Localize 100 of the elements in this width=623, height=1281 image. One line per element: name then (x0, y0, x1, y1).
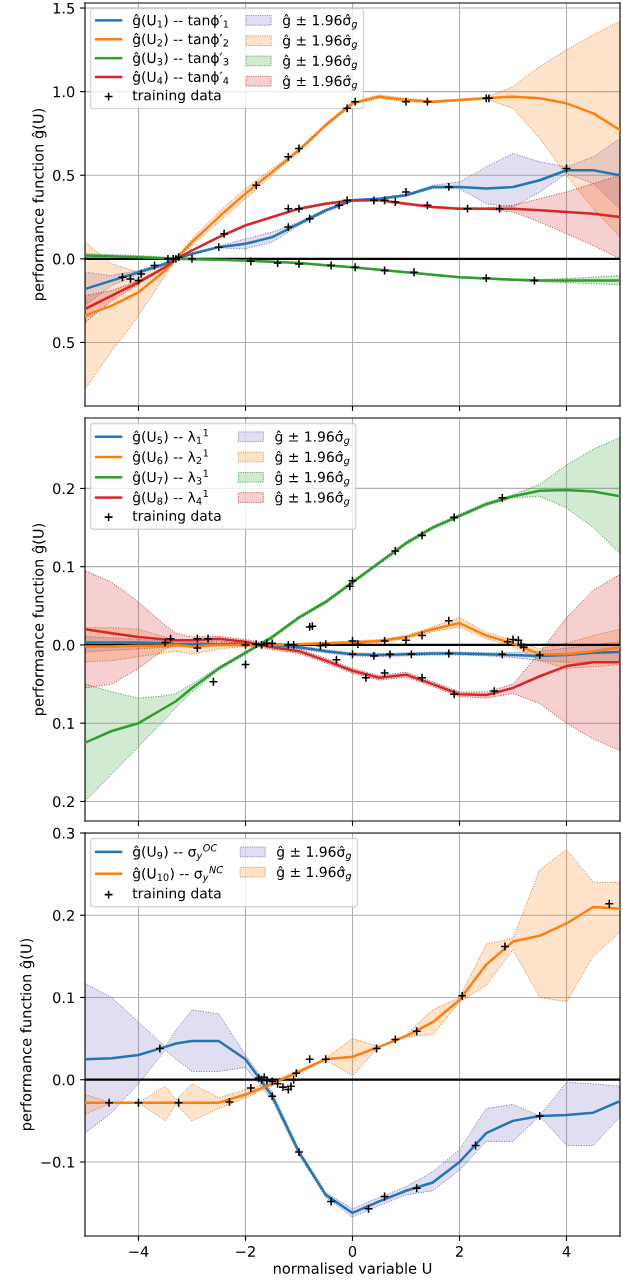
point (214, 242, 224, 252)
point (251, 639, 261, 649)
point (278, 1082, 288, 1092)
line-series (85, 905, 620, 1105)
y-axis-title: performance function ĝ(U) (31, 108, 47, 300)
y-tick-label: 0.1 (53, 717, 74, 729)
legend-label: ĝ(U$_{7}$) -- λ$_{3}$$^{1}$ (132, 469, 208, 485)
y-tick-label: 0.0 (53, 1074, 75, 1086)
point (401, 187, 411, 197)
y-axis-title: performance function ĝ(U) (19, 938, 35, 1130)
annotation: ĝ ± 1.96σ̂$_{g}$ (282, 74, 358, 91)
point (267, 638, 277, 649)
point (192, 643, 203, 653)
point (294, 259, 304, 269)
y-tick-label: 0.5 (53, 169, 74, 181)
point (173, 1098, 184, 1108)
annotation: ĝ ± 1.96σ̂$_{g}$ (275, 450, 350, 467)
point (342, 195, 352, 206)
point (294, 1147, 304, 1157)
annotation: ĝ ± 1.96σ̂$_{g}$ (282, 34, 358, 50)
point (457, 991, 467, 1001)
y-tick-label: 0.2 (53, 796, 74, 808)
y-tick-label: 0.2 (53, 483, 74, 495)
point (246, 256, 256, 267)
point (444, 182, 454, 192)
point (401, 96, 411, 107)
annotation: ĝ ± 1.96σ̂$_{g}$ (282, 14, 358, 30)
point (294, 203, 304, 214)
point (283, 222, 293, 232)
annotation: ĝ ± 1.96σ̂$_{g}$ (275, 471, 350, 487)
point (203, 633, 213, 644)
point (283, 152, 293, 162)
legend-label: ĝ(U$_{10}$) -- σ$_{y}$$^{NC}$ (132, 865, 224, 883)
point (251, 180, 261, 190)
legend-label: training data (132, 89, 221, 104)
point (449, 689, 459, 699)
x-axis-title: normalised variable U (273, 1262, 432, 1274)
legend-label: ĝ(U$_{3}$) -- tanϕ′$_{3}$ (132, 51, 229, 66)
point (104, 1098, 114, 1108)
legend-label: ĝ(U$_{2}$) -- tanϕ′$_{2}$ (132, 33, 229, 47)
y-tick-label: 1.0 (53, 86, 75, 98)
annotation: ĝ ± 1.96σ̂$_{g}$ (275, 430, 350, 446)
y-tick-label: 0.0 (53, 253, 75, 265)
point (246, 1083, 256, 1093)
legend-label: ĝ(U$_{5}$) -- λ$_{1}$$^{1}$ (132, 429, 208, 445)
point (385, 649, 395, 660)
line-series (85, 488, 620, 744)
annotation: ĝ ± 1.96σ̂$_{g}$ (282, 54, 358, 71)
y-tick-label: 0.5 (53, 337, 74, 349)
x-tick-label: 4 (562, 1246, 571, 1257)
annotation: ĝ ± 1.96σ̂$_{g}$ (277, 865, 352, 882)
point (361, 673, 371, 683)
point (401, 635, 411, 645)
point (481, 273, 491, 283)
x-tick-label: 2 (455, 1245, 463, 1257)
y-tick-label: 0.1 (53, 561, 74, 573)
point (417, 673, 427, 683)
point (379, 668, 390, 678)
annotation: ĝ ± 1.96σ̂$_{g}$ (277, 845, 352, 862)
y-tick-label: 0.0 (53, 639, 75, 651)
point (417, 530, 427, 541)
point (409, 267, 419, 277)
x-tick-label: −2 (236, 1245, 255, 1257)
point (513, 635, 524, 645)
point (219, 229, 229, 239)
point (350, 262, 360, 272)
point (305, 1054, 315, 1064)
y-tick-label: 0.3 (53, 827, 75, 839)
legend-label: ĝ(U$_{9}$) -- σ$_{y}$$^{OC}$ (132, 844, 218, 861)
point (350, 96, 360, 107)
legend-label: ĝ(U$_{4}$) -- tanϕ′$_{4}$ (132, 70, 229, 85)
point (342, 103, 352, 114)
point (390, 197, 400, 207)
point (444, 615, 454, 626)
line-series (85, 1039, 620, 1215)
point (267, 1076, 277, 1087)
point (369, 195, 379, 206)
point (369, 651, 379, 661)
y-tick-label: 1.5 (53, 2, 74, 14)
legend-label: ĝ(U$_{6}$) -- λ$_{2}$$^{1}$ (132, 449, 208, 465)
legend-label: training data (132, 510, 221, 524)
point (535, 1111, 545, 1121)
point (535, 650, 545, 660)
x-tick-label: 0 (348, 1245, 357, 1258)
point (272, 1079, 283, 1089)
point (449, 512, 459, 523)
point (489, 686, 499, 696)
annotation: ĝ ± 1.96σ̂$_{g}$ (275, 491, 350, 507)
line-series (85, 628, 620, 697)
y-tick-label: 0.2 (53, 909, 74, 921)
point (187, 254, 197, 264)
x-tick-label: −4 (129, 1246, 149, 1257)
legend-label: training data (132, 887, 221, 902)
point (497, 493, 507, 503)
y-tick-label: 0.1 (53, 992, 74, 1004)
point (267, 1091, 277, 1101)
legend-label: ĝ(U$_{1}$) -- tanϕ′$_{1}$ (132, 14, 229, 29)
point (390, 546, 400, 556)
legend-label: ĝ(U$_{8}$) -- λ$_{4}$$^{1}$ (132, 489, 208, 506)
y-axis-title: performance function ĝ(U) (31, 523, 47, 715)
